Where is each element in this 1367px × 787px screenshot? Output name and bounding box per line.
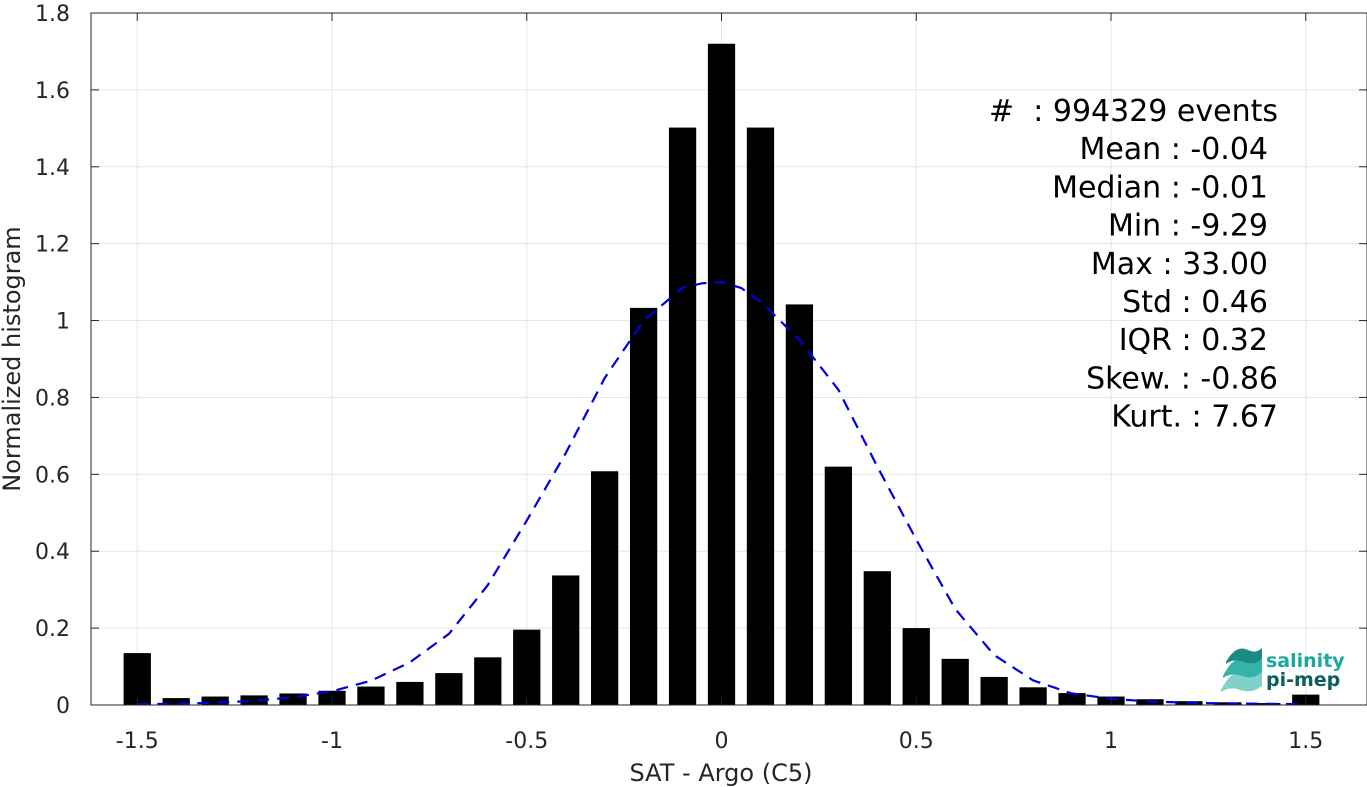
stats-line: Std : 0.46 (1122, 285, 1268, 320)
salinity-pimep-logo: salinity pi-mep (1221, 648, 1345, 692)
x-tick-label: -0.5 (505, 729, 548, 754)
histogram-bar (824, 466, 852, 705)
stats-line: # : 994329 events (989, 94, 1278, 129)
y-tick-label: 0.2 (35, 617, 70, 642)
x-tick-label: 1.5 (1288, 729, 1323, 754)
y-tick-label: 1.6 (35, 79, 70, 104)
y-tick-label: 0.6 (35, 463, 70, 488)
histogram-bar (629, 307, 658, 705)
y-tick-label: 1.4 (35, 156, 70, 181)
histogram-bar (474, 657, 502, 705)
histogram-bar (1019, 687, 1047, 705)
y-axis-ticks: 0 0.2 0.4 0.6 0.8 1 1.2 1.4 1.6 1.8 (35, 2, 1367, 719)
stats-line: Kurt. : 7.67 (1111, 400, 1278, 435)
histogram-bar (279, 693, 307, 705)
wave-logo-icon (1221, 648, 1262, 692)
histogram-bar (201, 696, 229, 705)
x-tick-label: 0 (715, 729, 729, 754)
x-tick-label: 1 (1104, 729, 1118, 754)
x-tick-label: -1 (321, 729, 343, 754)
histogram-bar (1058, 693, 1086, 705)
histogram-bar (357, 686, 385, 705)
y-tick-label: 1 (56, 310, 70, 335)
logo-text-pimep: pi-mep (1266, 669, 1340, 691)
histogram-bar (396, 681, 424, 705)
x-axis-ticks: -1.5 -1 -0.5 0 0.5 1 1.5 (116, 13, 1323, 754)
y-tick-label: 0.4 (35, 540, 70, 565)
histogram-bar (552, 575, 580, 705)
logo-text-salinity: salinity (1266, 650, 1345, 672)
stats-line: Median : -0.01 (1052, 170, 1268, 205)
histogram-bar (746, 127, 775, 705)
stats-line: Max : 33.00 (1091, 247, 1268, 282)
x-tick-label: -1.5 (116, 729, 159, 754)
histogram-bars (123, 43, 1320, 705)
y-axis-label: Normalized histogram (0, 226, 26, 491)
y-tick-label: 1.8 (35, 2, 70, 27)
x-tick-label: 0.5 (899, 729, 934, 754)
histogram-bar (668, 127, 697, 705)
histogram-bar (513, 629, 541, 705)
stats-line: IQR : 0.32 (1119, 323, 1268, 358)
normal-fit-curve (137, 280, 1306, 706)
x-axis-label: SAT - Argo (C5) (630, 759, 813, 787)
histogram-bar (941, 658, 969, 705)
histogram-bar (707, 43, 736, 705)
stats-line: Mean : -0.04 (1079, 132, 1268, 167)
stats-line: Skew. : -0.86 (1086, 361, 1278, 396)
plot-frame (90, 12, 1367, 706)
histogram-bar (240, 695, 268, 705)
histogram-bar (591, 471, 619, 705)
histogram-bar (162, 698, 190, 705)
histogram-bar (902, 628, 930, 705)
histogram-bar (123, 653, 151, 705)
histogram-bar (980, 676, 1008, 705)
histogram-bar (435, 673, 463, 705)
y-tick-label: 0 (56, 694, 70, 719)
histogram-bar (863, 571, 891, 705)
stats-line: Min : -9.29 (1108, 209, 1268, 244)
y-tick-label: 0.8 (35, 386, 70, 411)
histogram-bar (785, 304, 814, 705)
y-tick-label: 1.2 (35, 233, 70, 258)
